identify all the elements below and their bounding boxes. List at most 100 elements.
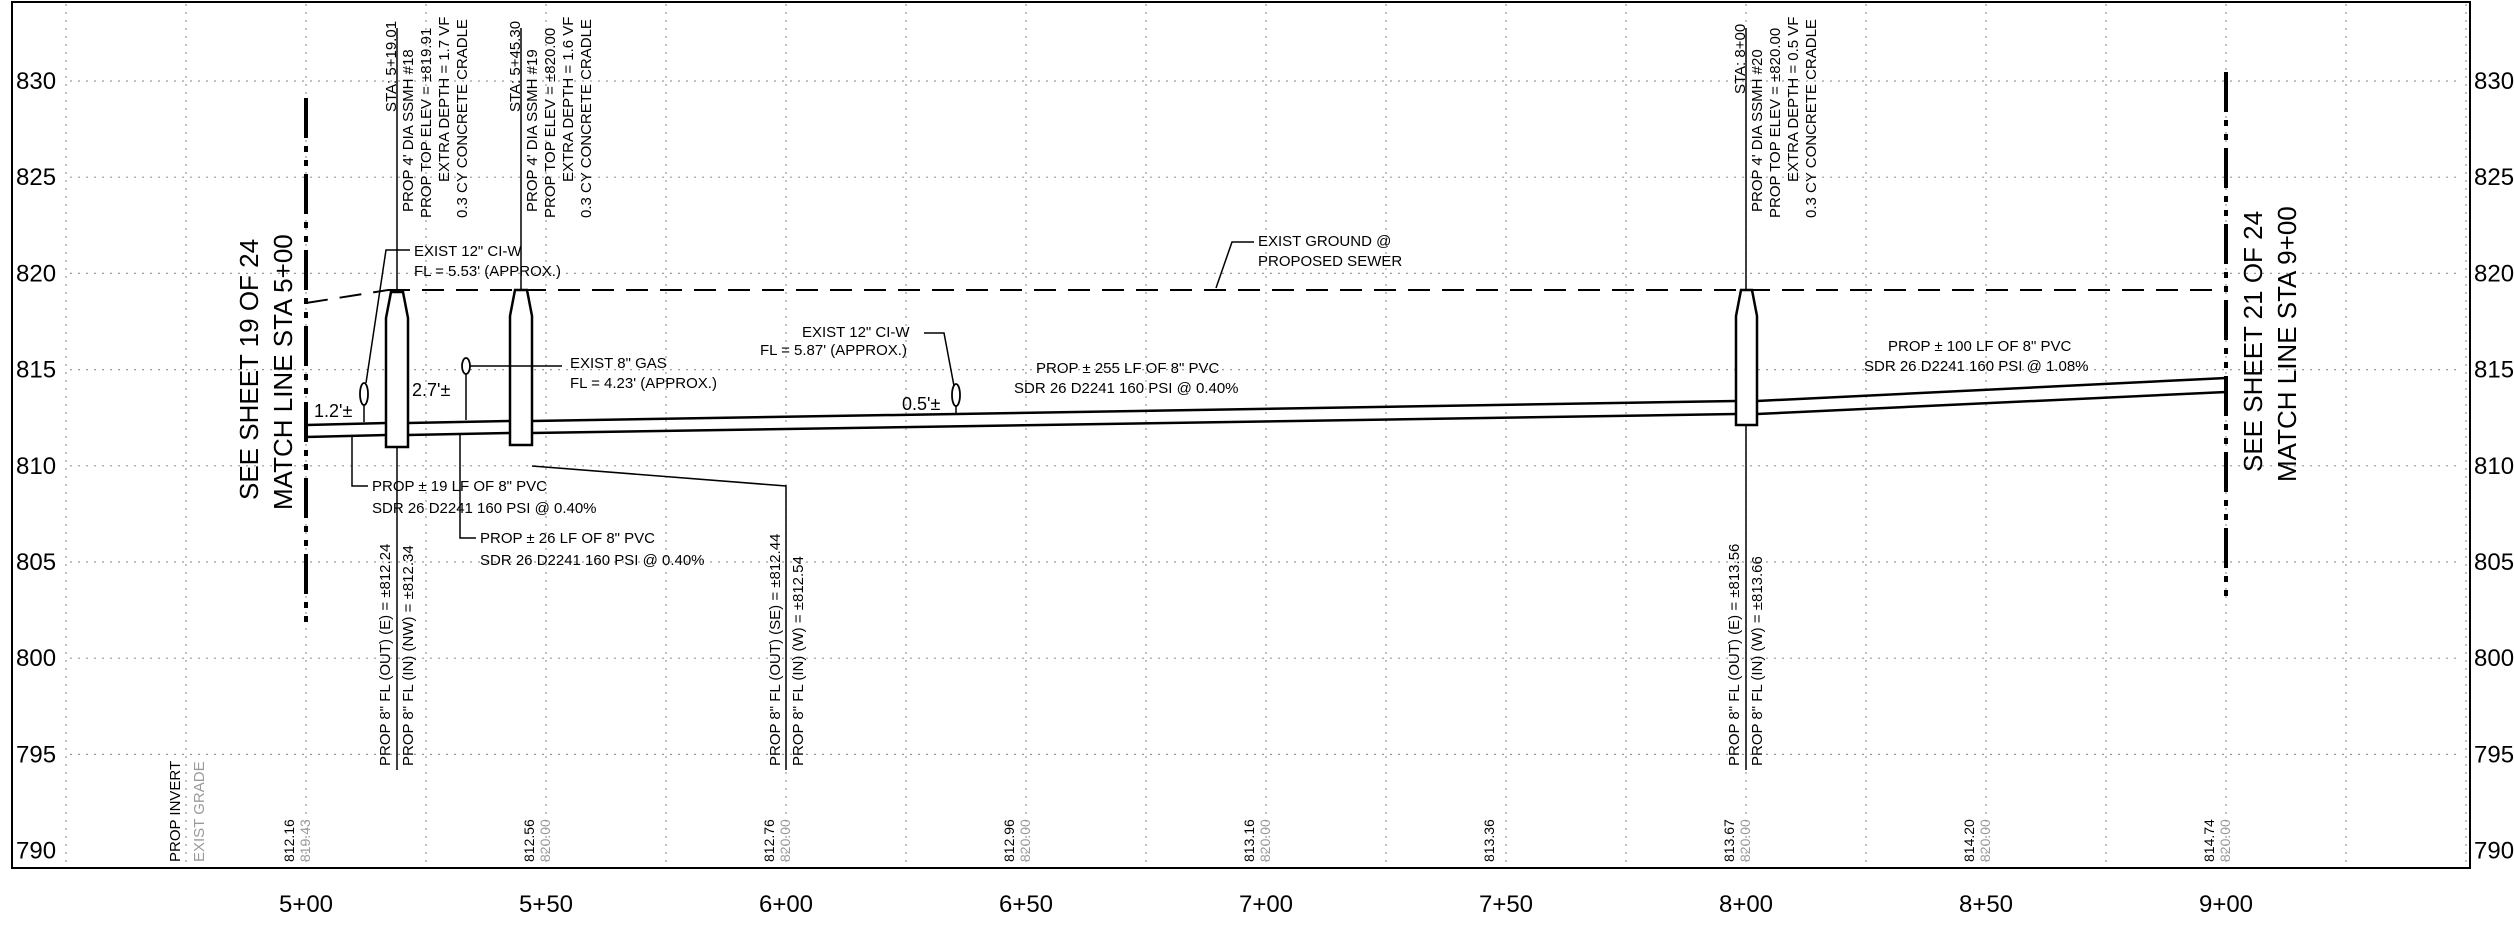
water-main-2-label: EXIST 12" CI-W <box>802 324 910 341</box>
elevation-label: 815 <box>2474 357 2514 384</box>
mh19-fl-out: PROP 8" FL (OUT) (SE) = ±812.44 <box>767 534 784 766</box>
mh18-top-elev: PROP TOP ELEV = ±819.91 <box>418 28 435 218</box>
elevation-label: 810 <box>16 453 56 480</box>
manhole-20 <box>1734 288 1759 427</box>
manhole-19 <box>508 288 534 447</box>
mh20-cradle: 0.3 CY CONCRETE CRADLE <box>1803 19 1820 218</box>
grade-value: 820.00 <box>1737 819 1753 862</box>
grade-value: 820.00 <box>1017 819 1033 862</box>
pipe-19lf-spec: SDR 26 D2241 160 PSI @ 0.40% <box>372 500 597 517</box>
pipe-26lf-leader <box>459 435 476 539</box>
elevation-label: 790 <box>2474 838 2514 865</box>
profile-frame <box>11 1 2471 869</box>
invert-value: 813.67 <box>1721 819 1737 862</box>
gas-main-label: EXIST 8" GAS <box>570 355 667 372</box>
pipe-255lf-size: PROP ± 255 LF OF 8" PVC <box>1036 360 1220 377</box>
water-main-2-fl: FL = 5.87' (APPROX.) <box>760 342 907 359</box>
grade-value: 820.00 <box>537 819 553 862</box>
elevation-label: 805 <box>2474 549 2514 576</box>
match-line-right-station: MATCH LINE STA 9+00 <box>2272 206 2302 482</box>
elevation-label: 800 <box>2474 645 2514 672</box>
manhole-leaders <box>396 28 1747 770</box>
mh18-extra-depth: EXTRA DEPTH = 1.7 VF <box>436 17 453 182</box>
elevation-label: 790 <box>16 838 56 865</box>
mh19-top-elev: PROP TOP ELEV = ±820.00 <box>542 28 559 218</box>
gas-main-fl: FL = 4.23' (APPROX.) <box>570 375 717 392</box>
elevation-label: 795 <box>16 741 56 768</box>
elevation-label: 815 <box>16 357 56 384</box>
mh20-name: PROP 4' DIA SSMH #20 <box>1749 49 1766 212</box>
grade-value: 820.00 <box>777 819 793 862</box>
exist-grade-row-label: EXIST GRADE <box>191 761 208 862</box>
grade-value-row: 819.43 820.00 820.00 820.00 820.00 820.00 820.… <box>297 819 2233 862</box>
invert-value: 812.56 <box>521 819 537 862</box>
pipe-19lf-leader <box>351 437 368 487</box>
elevation-label: 830 <box>2474 68 2514 95</box>
station-axis: 5+00 5+50 6+00 6+50 7+00 7+50 8+00 8+50 9+00 <box>279 891 2253 918</box>
grade-value: 819.43 <box>297 819 313 862</box>
pipe-26lf-size: PROP ± 26 LF OF 8" PVC <box>480 530 655 547</box>
station-label: 7+00 <box>1239 891 1293 918</box>
elevation-axis-right: 830 825 820 815 810 805 800 795 790 <box>2474 68 2514 865</box>
grade-value: 820.00 <box>2217 819 2233 862</box>
mh19-name: PROP 4' DIA SSMH #19 <box>524 49 541 212</box>
mh20-fl-out: PROP 8" FL (OUT) (E) = ±813.56 <box>1726 544 1743 766</box>
station-label: 8+00 <box>1719 891 1773 918</box>
invert-value: 812.16 <box>281 819 297 862</box>
clearance-water-1: 1.2'± <box>314 401 352 421</box>
invert-value: 814.20 <box>1961 819 1977 862</box>
prop-invert-row-label: PROP INVERT <box>167 761 184 862</box>
station-label: 5+00 <box>279 891 333 918</box>
match-line-right-sheet: SEE SHEET 21 OF 24 <box>2238 211 2268 472</box>
elevation-label: 825 <box>16 164 56 191</box>
clearance-dimensions <box>363 374 957 422</box>
water-main-1-fl: FL = 5.53' (APPROX.) <box>414 263 561 280</box>
elevation-label: 795 <box>2474 741 2514 768</box>
water-main-1-label: EXIST 12" CI-W <box>414 243 522 260</box>
water-main-crossing-1 <box>359 382 369 406</box>
proposed-sewer-pipe <box>305 376 2227 439</box>
mh18-cradle: 0.3 CY CONCRETE CRADLE <box>454 19 471 218</box>
mh19-station: STA: 5+45.30 <box>507 21 524 112</box>
grade-value: 820.00 <box>1977 819 1993 862</box>
mh18-fl-in: PROP 8" FL (IN) (NW) = ±812.34 <box>400 545 417 766</box>
profile-grid <box>65 4 2467 866</box>
pipe-100lf-spec: SDR 26 D2241 160 PSI @ 1.08% <box>1864 358 2089 375</box>
pipe-100lf-size: PROP ± 100 LF OF 8" PVC <box>1888 338 2072 355</box>
pipe-26lf-spec: SDR 26 D2241 160 PSI @ 0.40% <box>480 552 705 569</box>
match-line-left-station: MATCH LINE STA 5+00 <box>268 234 298 510</box>
mh20-extra-depth: EXTRA DEPTH = 0.5 VF <box>1785 17 1802 182</box>
station-label: 9+00 <box>2199 891 2253 918</box>
station-label: 8+50 <box>1959 891 2013 918</box>
match-line-left-sheet: SEE SHEET 19 OF 24 <box>234 239 264 500</box>
invert-value: 812.76 <box>761 819 777 862</box>
elevation-label: 810 <box>2474 453 2514 480</box>
grade-value: 820.00 <box>1257 819 1273 862</box>
ground-note-line2: PROPOSED SEWER <box>1258 253 1402 270</box>
mh18-fl-out: PROP 8" FL (OUT) (E) = ±812.24 <box>377 544 394 766</box>
elevation-label: 830 <box>16 68 56 95</box>
station-label: 6+50 <box>999 891 1053 918</box>
elevation-label: 820 <box>2474 260 2514 287</box>
mh20-fl-in: PROP 8" FL (IN) (W) = ±813.66 <box>1749 556 1766 766</box>
ground-note-line1: EXIST GROUND @ <box>1258 233 1391 250</box>
clearance-water-2: 0.5'± <box>902 394 940 414</box>
elevation-label: 825 <box>2474 164 2514 191</box>
invert-value: 812.96 <box>1001 819 1017 862</box>
invert-value: 813.36 <box>1481 819 1497 862</box>
mh20-station: STA: 8+00 <box>1732 24 1749 94</box>
elevation-axis-left: 830 825 820 815 810 805 800 795 790 <box>16 68 56 865</box>
mh19-cradle: 0.3 CY CONCRETE CRADLE <box>578 19 595 218</box>
mh18-station: STA: 5+19.01 <box>383 21 400 112</box>
station-label: 6+00 <box>759 891 813 918</box>
utility-leaders <box>365 249 955 387</box>
invert-value: 814.74 <box>2201 819 2217 862</box>
ground-note-leader <box>1215 241 1254 289</box>
clearance-gas: 2.7'± <box>412 380 450 400</box>
mh19-fl-in: PROP 8" FL (IN) (W) = ±812.54 <box>790 556 807 766</box>
station-label: 7+50 <box>1479 891 1533 918</box>
manhole-18 <box>384 290 410 449</box>
invert-value-row: 812.16 812.56 812.76 812.96 813.16 813.36 813.… <box>281 819 2217 862</box>
mh18-name: PROP 4' DIA SSMH #18 <box>400 49 417 212</box>
